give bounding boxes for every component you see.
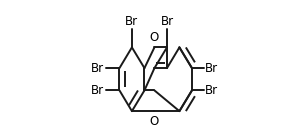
Text: Br: Br: [125, 15, 138, 28]
Text: O: O: [150, 115, 159, 128]
Text: Br: Br: [205, 62, 218, 75]
Text: O: O: [150, 31, 159, 44]
Text: Br: Br: [91, 62, 104, 75]
Text: Br: Br: [91, 84, 104, 97]
Text: Br: Br: [160, 15, 174, 28]
Text: Br: Br: [205, 84, 218, 97]
